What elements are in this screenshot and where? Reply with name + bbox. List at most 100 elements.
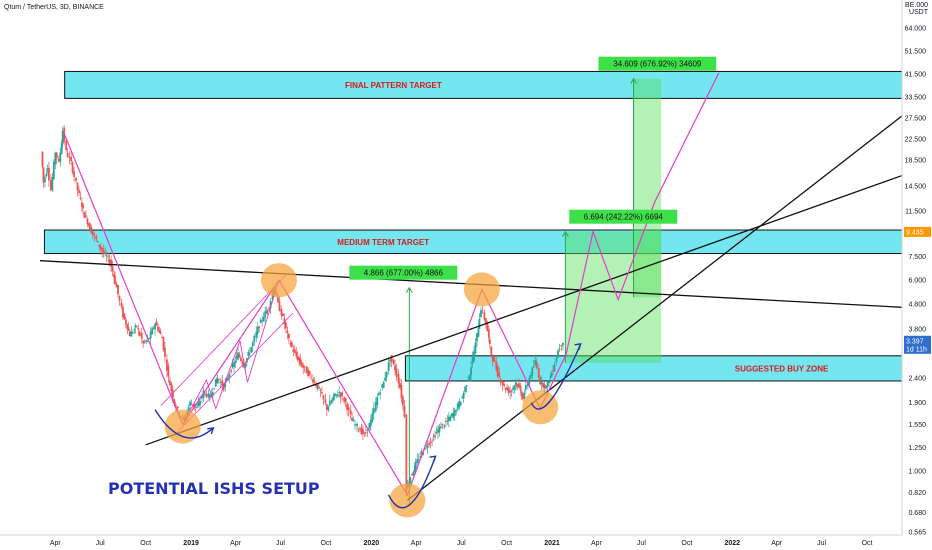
candle-body <box>470 367 472 376</box>
candle-body <box>456 403 459 410</box>
candle-body <box>518 383 520 388</box>
candle-body <box>51 176 54 191</box>
candle-body <box>440 426 442 429</box>
candle-body <box>327 406 330 410</box>
candle-body <box>476 333 478 342</box>
candle-body <box>548 382 550 383</box>
candle-body <box>394 365 396 371</box>
x-tick-label: 2020 <box>364 540 380 547</box>
x-tick-label: Jul <box>817 540 826 547</box>
candle-body <box>79 196 82 199</box>
candle-body <box>513 385 516 390</box>
candle-body <box>496 366 499 377</box>
candle-body <box>313 381 316 383</box>
y-tick-label: 1.900 <box>908 400 926 407</box>
chart-header: Qtum / TetherUS, 3D, BINANCE <box>4 4 104 11</box>
candle-body <box>426 445 429 448</box>
candle-body <box>228 374 231 377</box>
price-tag-bg-2 <box>904 343 931 354</box>
x-tick-label: Jul <box>276 540 285 547</box>
candle-body <box>562 342 564 346</box>
candle-body <box>435 432 438 434</box>
candle-body <box>425 444 428 446</box>
candle-body <box>481 310 484 312</box>
target-zones <box>43 70 903 382</box>
candle-body <box>168 380 171 386</box>
candle-body <box>555 357 558 363</box>
candle-body <box>298 357 301 361</box>
candle-body <box>85 215 87 217</box>
candle-body <box>346 403 349 410</box>
candle-body <box>214 379 217 387</box>
candle-body <box>253 336 256 342</box>
candle-body <box>55 152 58 159</box>
candle-body <box>487 329 490 338</box>
candle-body <box>110 259 113 267</box>
candle-body <box>395 368 398 377</box>
candle-body <box>417 459 420 461</box>
measure-arrow-2 <box>630 77 637 84</box>
highlight-circle-0 <box>164 409 201 444</box>
y-tick-label: 1.250 <box>908 445 926 452</box>
candle-body <box>537 368 540 378</box>
candle-body <box>419 455 422 457</box>
candle-body <box>164 348 166 357</box>
candle-body <box>539 377 542 385</box>
candle-body <box>474 342 477 354</box>
candle-body <box>446 420 449 422</box>
candle-body <box>283 318 286 325</box>
candle-body <box>387 362 390 372</box>
candle-body <box>344 398 347 403</box>
candle-body <box>299 358 302 364</box>
candle-body <box>422 452 425 456</box>
candle-body <box>347 407 350 411</box>
candle-body <box>95 235 98 240</box>
candle-body <box>315 383 317 387</box>
candle-body <box>507 387 510 393</box>
x-tick-label: Apr <box>411 540 423 547</box>
zone-1 <box>43 229 903 255</box>
candle-body <box>234 361 237 363</box>
candle-body <box>66 153 69 157</box>
price-tag-bg-0 <box>904 226 931 237</box>
candle-body <box>196 407 198 409</box>
candle-body <box>545 385 548 389</box>
candle-body <box>41 151 44 167</box>
candle-body <box>289 343 292 345</box>
candle-body <box>133 329 136 331</box>
candle-body <box>148 338 151 340</box>
candle-body <box>86 218 89 225</box>
candle-body <box>138 331 141 336</box>
candle-body <box>149 331 152 339</box>
candle-body <box>241 361 244 365</box>
y-tick-label: 18.500 <box>905 158 927 165</box>
x-tick-label: 2019 <box>183 540 199 547</box>
candle-body <box>366 429 369 431</box>
candle-body <box>491 356 494 362</box>
candle-body <box>332 396 335 401</box>
candle-body <box>333 393 336 397</box>
candle-body <box>515 382 517 386</box>
x-tick-label: Apr <box>50 540 62 547</box>
candle-body <box>316 384 319 390</box>
currency-line1: BE.000 <box>905 2 928 9</box>
price-axis-bg <box>902 0 932 550</box>
currency-line2: USDT <box>909 9 929 16</box>
candle-body <box>528 378 531 385</box>
candle-body <box>171 389 174 399</box>
y-tick-label: 1.000 <box>908 469 926 476</box>
minor-zigzag-line <box>182 279 280 425</box>
highlight-circle-4 <box>522 390 559 425</box>
candle-body <box>341 392 344 396</box>
candle-body <box>431 440 433 442</box>
candle-body <box>382 381 385 388</box>
candle-body <box>405 414 408 492</box>
candle-body <box>412 472 415 476</box>
candle-body <box>233 362 235 368</box>
candle-body <box>432 436 435 438</box>
blue-curve-arrow-0 <box>207 427 215 435</box>
candle-body <box>251 341 254 347</box>
candle-body <box>450 413 453 417</box>
highlight-circle-3 <box>463 272 500 307</box>
